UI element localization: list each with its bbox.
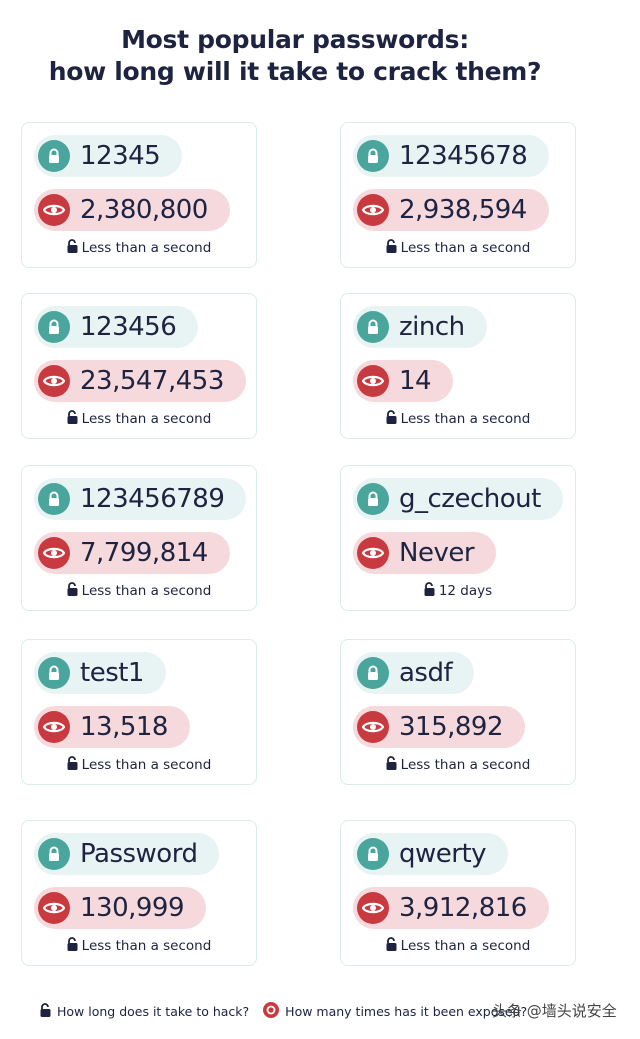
password-card: test1 13,518 Less than a second: [21, 639, 257, 785]
password-pill: Password: [34, 833, 220, 875]
lock-icon: [357, 311, 389, 343]
password-text: asdf: [399, 658, 453, 688]
lock-icon: [38, 483, 70, 515]
eye-icon: [357, 711, 389, 743]
exposed-count: 7,799,814: [80, 538, 208, 568]
password-pill: 12345678: [353, 135, 550, 177]
eye-icon: [357, 365, 389, 397]
unlock-icon: [67, 756, 78, 774]
eye-icon: [357, 537, 389, 569]
password-pill: 123456: [34, 306, 199, 348]
exposed-pill: 13,518: [34, 706, 190, 748]
exposed-pill: 23,547,453: [34, 360, 246, 402]
exposed-count: 2,938,594: [399, 195, 527, 225]
exposed-count: 13,518: [80, 712, 168, 742]
password-text: 12345: [80, 141, 161, 171]
unlock-icon: [67, 937, 78, 955]
eye-icon: [357, 892, 389, 924]
exposed-pill: 7,799,814: [34, 532, 230, 574]
eye-icon: [38, 194, 70, 226]
password-text: g_czechout: [399, 484, 541, 514]
crack-time: Less than a second: [22, 410, 256, 428]
password-pill: qwerty: [353, 833, 509, 875]
lock-icon: [357, 657, 389, 689]
unlock-icon: [40, 1003, 51, 1020]
crack-time: Less than a second: [341, 756, 575, 774]
lock-icon: [38, 140, 70, 172]
eye-icon: [357, 194, 389, 226]
lock-icon: [357, 838, 389, 870]
password-card: g_czechout Never 12 days: [340, 465, 576, 611]
password-pill: test1: [34, 652, 166, 694]
password-card: 123456789 7,799,814 Less than a second: [21, 465, 257, 611]
exposed-pill: 3,912,816: [353, 887, 549, 929]
crack-time: Less than a second: [22, 756, 256, 774]
lock-icon: [38, 311, 70, 343]
unlock-icon: [386, 239, 397, 257]
eye-icon: [263, 1002, 280, 1021]
crack-time: 12 days: [341, 582, 575, 600]
exposed-count: Never: [399, 538, 475, 568]
exposed-count: 2,380,800: [80, 195, 208, 225]
unlock-icon: [386, 410, 397, 428]
password-text: 123456: [80, 312, 177, 342]
password-card: 12345 2,380,800 Less than a second: [21, 122, 257, 268]
crack-time: Less than a second: [341, 239, 575, 257]
unlock-icon: [386, 756, 397, 774]
unlock-icon: [424, 582, 435, 600]
crack-time: Less than a second: [341, 410, 575, 428]
password-pill: asdf: [353, 652, 475, 694]
password-text: 123456789: [80, 484, 225, 514]
password-text: 12345678: [399, 141, 528, 171]
password-pill: 123456789: [34, 478, 247, 520]
exposed-count: 3,912,816: [399, 893, 527, 923]
exposed-pill: 130,999: [34, 887, 207, 929]
unlock-icon: [67, 239, 78, 257]
eye-icon: [38, 892, 70, 924]
password-text: Password: [80, 839, 198, 869]
exposed-count: 315,892: [399, 712, 504, 742]
password-card: Password 130,999 Less than a second: [21, 820, 257, 966]
unlock-icon: [67, 410, 78, 428]
exposed-count: 130,999: [80, 893, 185, 923]
password-pill: 12345: [34, 135, 183, 177]
legend: How long does it take to hack? How many …: [40, 1002, 527, 1021]
crack-time: Less than a second: [341, 937, 575, 955]
password-card: qwerty 3,912,816 Less than a second: [340, 820, 576, 966]
crack-time: Less than a second: [22, 582, 256, 600]
password-text: test1: [80, 658, 144, 688]
password-text: qwerty: [399, 839, 487, 869]
exposed-count: 23,547,453: [80, 366, 224, 396]
unlock-icon: [386, 937, 397, 955]
exposed-count: 14: [399, 366, 432, 396]
crack-time: Less than a second: [22, 937, 256, 955]
password-pill: zinch: [353, 306, 487, 348]
password-card: asdf 315,892 Less than a second: [340, 639, 576, 785]
lock-icon: [357, 483, 389, 515]
exposed-pill: 2,938,594: [353, 189, 549, 231]
lock-icon: [38, 657, 70, 689]
password-card: 12345678 2,938,594 Less than a second: [340, 122, 576, 268]
password-text: zinch: [399, 312, 465, 342]
exposed-pill: 14: [353, 360, 454, 402]
watermark: 头条 @墙头说安全: [492, 1002, 617, 1020]
lock-icon: [38, 838, 70, 870]
exposed-pill: 315,892: [353, 706, 526, 748]
crack-time: Less than a second: [22, 239, 256, 257]
eye-icon: [38, 711, 70, 743]
password-pill: g_czechout: [353, 478, 563, 520]
password-card: 123456 23,547,453 Less than a second: [21, 293, 257, 439]
password-card: zinch 14 Less than a second: [340, 293, 576, 439]
unlock-icon: [67, 582, 78, 600]
page-title: Most popular passwords: how long will it…: [48, 25, 542, 86]
exposed-pill: 2,380,800: [34, 189, 230, 231]
eye-icon: [38, 365, 70, 397]
lock-icon: [357, 140, 389, 172]
eye-icon: [38, 537, 70, 569]
exposed-pill: Never: [353, 532, 497, 574]
